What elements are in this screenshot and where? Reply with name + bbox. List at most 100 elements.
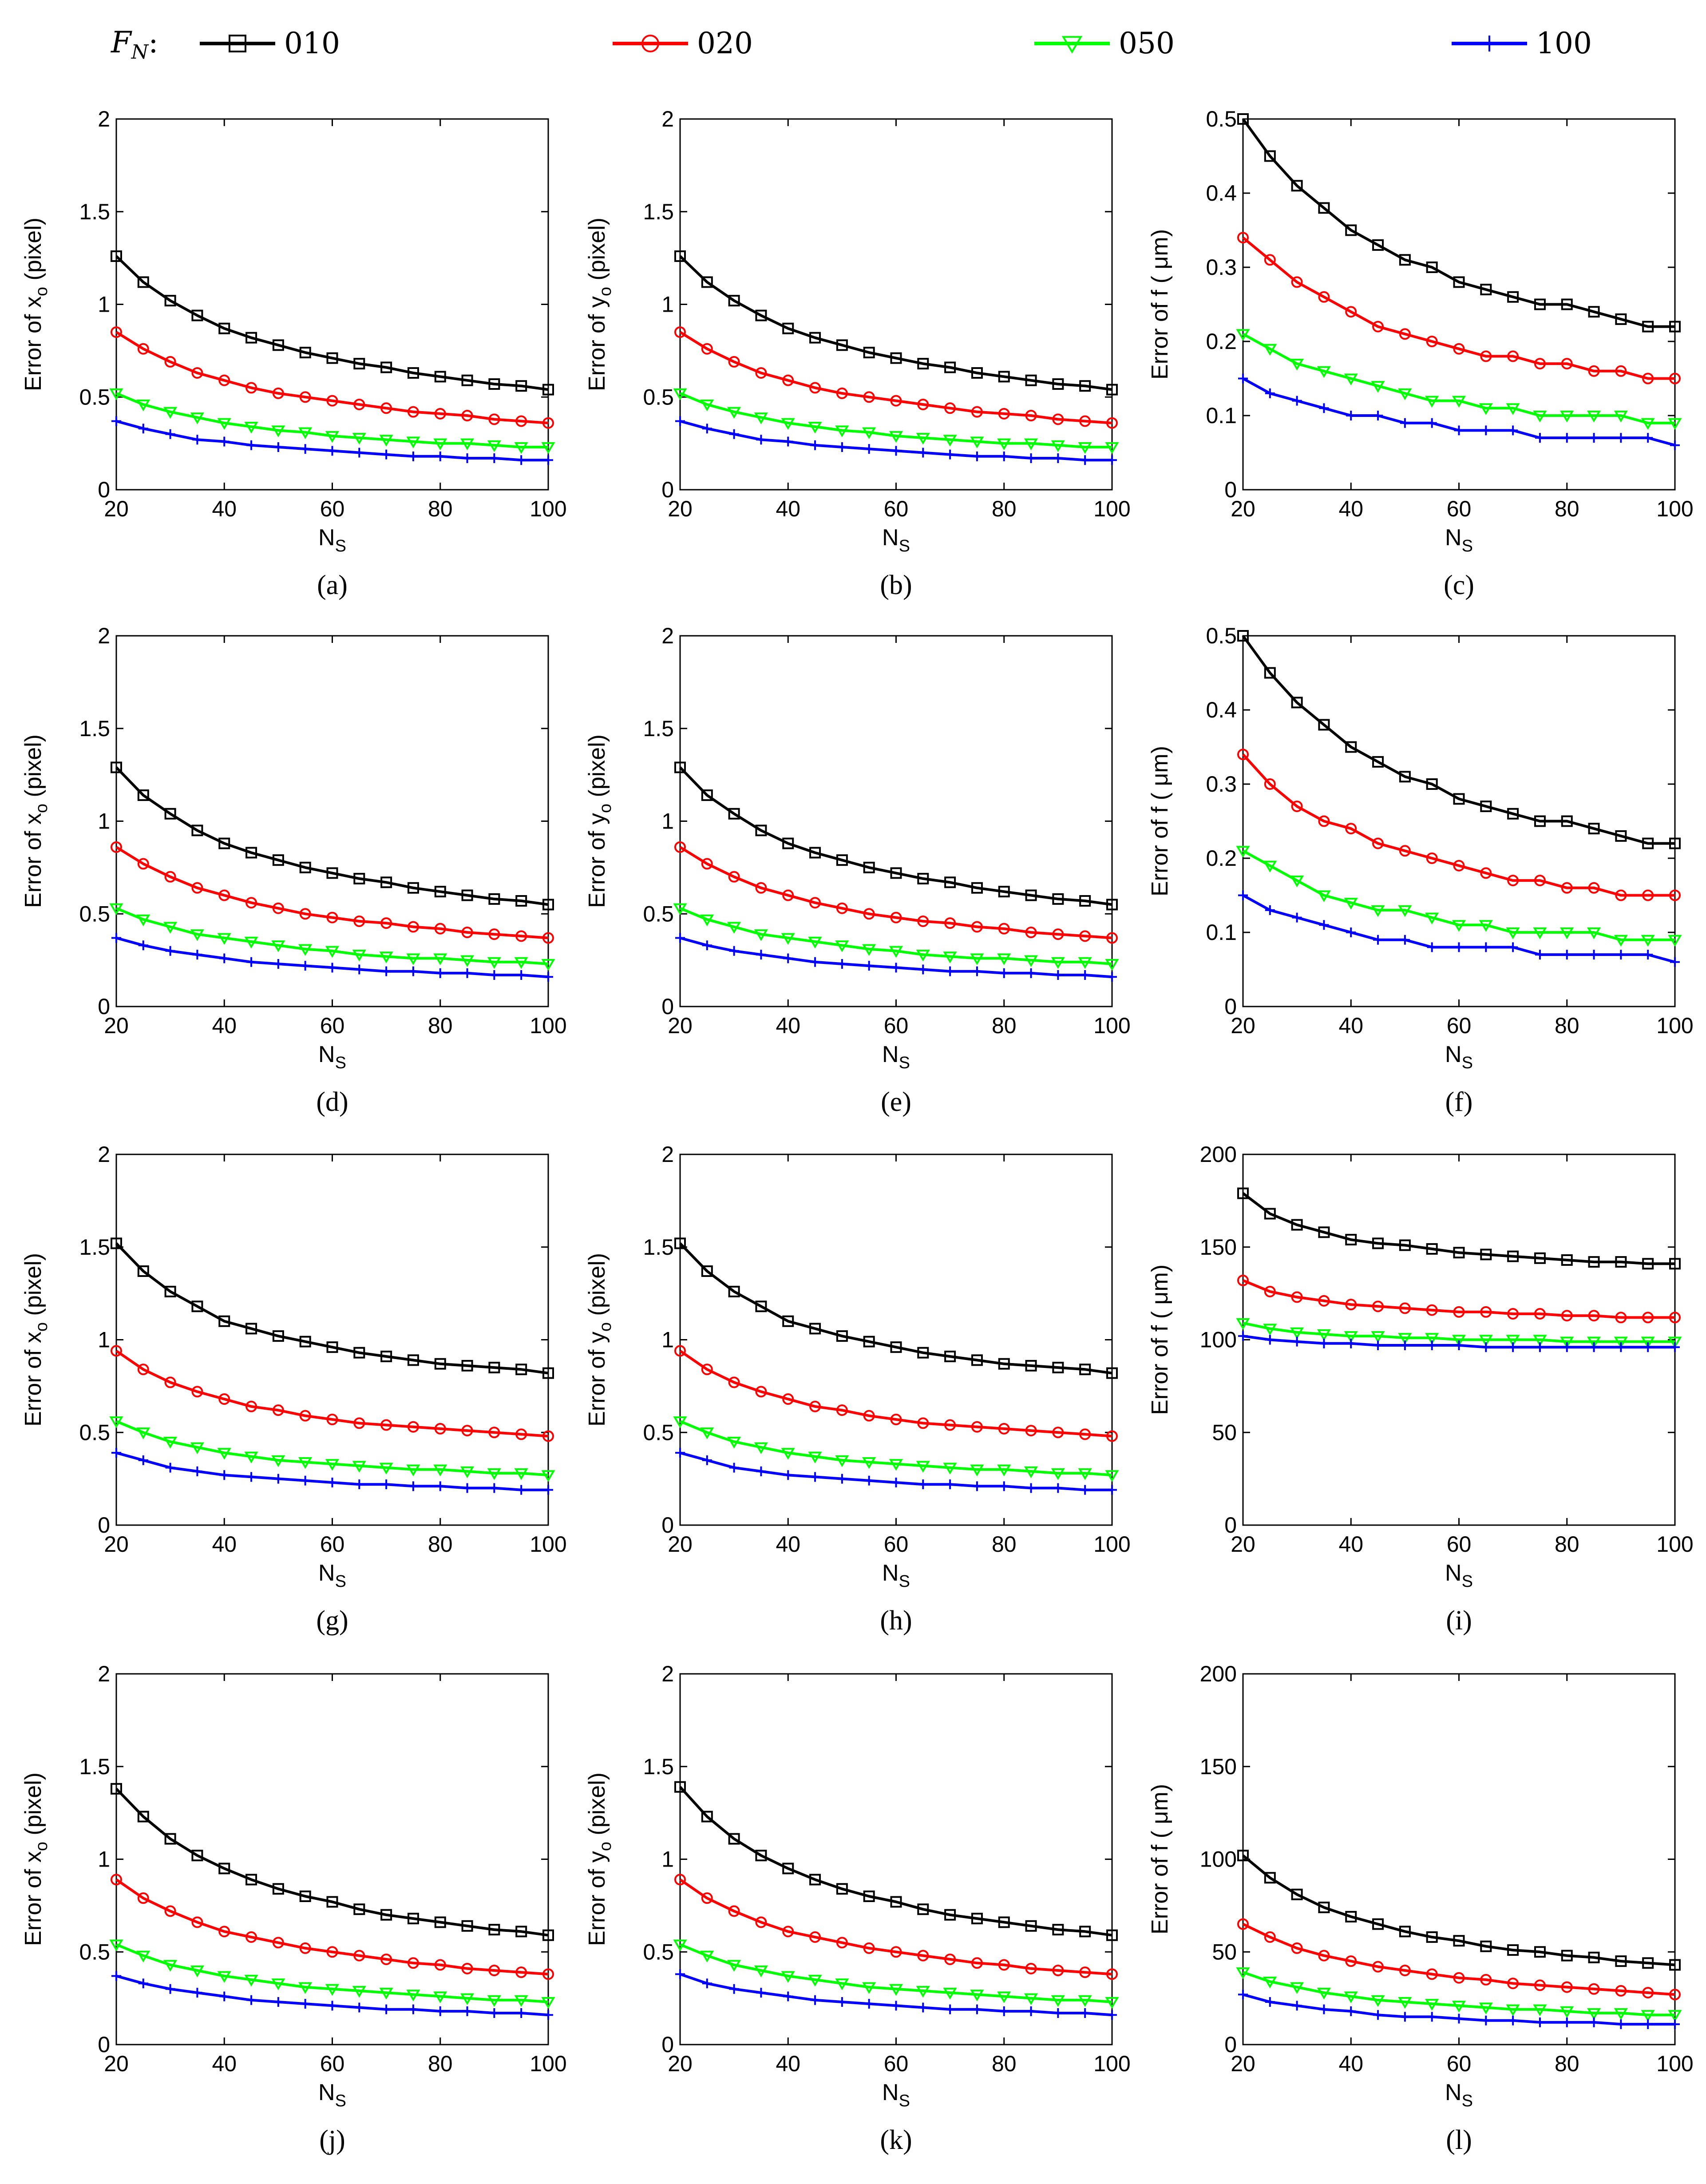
data-point-010 <box>782 837 794 849</box>
data-point-020 <box>728 1905 740 1917</box>
data-point-050 <box>487 957 501 969</box>
data-point-050 <box>1051 957 1065 969</box>
data-point-010 <box>1588 1951 1600 1963</box>
data-point-020 <box>944 402 956 414</box>
data-point-100 <box>1053 1483 1063 1493</box>
data-point-010 <box>836 339 848 351</box>
data-point-100 <box>327 1477 337 1487</box>
data-point-050 <box>835 1455 849 1467</box>
data-point-100 <box>300 1999 310 2009</box>
data-point-050 <box>970 436 984 448</box>
data-point-010 <box>1507 291 1519 303</box>
data-point-100 <box>1107 2010 1117 2020</box>
data-point-020 <box>836 387 848 399</box>
data-point-020 <box>1615 889 1627 901</box>
data-point-020 <box>1052 1965 1064 1976</box>
data-point-010 <box>944 1909 956 1921</box>
data-point-050 <box>889 1459 903 1471</box>
data-point-100 <box>219 1991 230 2002</box>
data-point-010 <box>245 1874 257 1886</box>
data-point-100 <box>435 2006 445 2016</box>
data-point-050 <box>1236 1318 1250 1330</box>
data-point-010 <box>380 1909 392 1921</box>
data-point-100 <box>1319 2004 1329 2014</box>
data-point-100 <box>354 1479 364 1490</box>
data-point-020 <box>542 1968 554 1980</box>
data-point-050 <box>1560 2006 1574 2018</box>
data-point-050 <box>1344 1331 1358 1343</box>
data-point-020 <box>998 923 1010 935</box>
data-point-010 <box>998 1358 1010 1370</box>
series-100 <box>111 933 553 982</box>
x-tick-label: 20 <box>104 1532 129 1557</box>
series-010 <box>111 250 554 396</box>
data-point-020 <box>1426 1304 1438 1316</box>
data-point-050 <box>1425 1333 1439 1345</box>
data-point-020 <box>299 1942 311 1954</box>
data-point-050 <box>109 388 123 400</box>
data-point-020 <box>111 841 122 853</box>
y-tick-label: 0.5 <box>1206 623 1237 648</box>
data-point-100 <box>1026 2006 1036 2016</box>
data-point-010 <box>1237 630 1249 642</box>
data-point-100 <box>810 440 820 450</box>
y-axis-label: Error of xo (pixel) <box>20 218 51 391</box>
series-line-010 <box>115 1788 549 1937</box>
x-tick-label: 40 <box>212 496 237 521</box>
data-point-020 <box>998 1959 1010 1971</box>
data-point-010 <box>111 761 122 773</box>
data-point-050 <box>1533 1335 1547 1347</box>
y-tick-label: 0.2 <box>1206 846 1237 871</box>
data-point-100 <box>1508 2015 1518 2025</box>
x-tick-label: 60 <box>1447 2051 1472 2076</box>
data-point-050 <box>1479 403 1493 415</box>
data-point-100 <box>729 1984 739 1994</box>
data-point-020 <box>515 415 527 427</box>
data-point-050 <box>727 1960 741 1972</box>
data-point-010 <box>1480 284 1492 296</box>
data-point-100 <box>1454 1340 1464 1351</box>
data-point-100 <box>1535 433 1545 443</box>
series-line-010 <box>1242 1192 1675 1265</box>
data-point-100 <box>462 453 472 464</box>
data-point-050 <box>673 1939 687 1951</box>
y-axis-label: Error of xo (pixel) <box>20 1253 51 1427</box>
y-axis-label: Error of f ( μm) <box>1147 1784 1173 1934</box>
data-point-050 <box>1236 329 1250 341</box>
data-point-050 <box>1668 2010 1682 2022</box>
data-point-050 <box>244 421 258 434</box>
series-050 <box>109 1939 555 2009</box>
data-point-050 <box>217 933 231 945</box>
data-point-100 <box>111 1448 121 1458</box>
data-point-020 <box>1642 1987 1654 1999</box>
data-point-100 <box>1292 1336 1302 1347</box>
data-point-050 <box>1506 2004 1520 2017</box>
data-point-050 <box>1533 927 1547 939</box>
data-point-010 <box>944 361 956 373</box>
data-point-010 <box>755 824 767 836</box>
data-point-050 <box>109 1416 123 1428</box>
data-point-050 <box>997 1991 1011 2003</box>
data-point-020 <box>218 1926 230 1938</box>
data-point-010 <box>1079 1364 1091 1375</box>
data-point-020 <box>674 326 686 338</box>
data-point-020 <box>1372 1300 1384 1312</box>
data-point-100 <box>1080 455 1090 465</box>
data-point-100 <box>1481 1342 1491 1352</box>
data-point-010 <box>998 371 1010 383</box>
data-point-010 <box>218 837 230 849</box>
data-point-100 <box>729 946 739 956</box>
data-point-050 <box>1371 905 1385 917</box>
y-tick-label: 150 <box>1200 1754 1237 1779</box>
x-tick-label: 100 <box>530 1532 566 1557</box>
data-point-020 <box>836 1404 848 1416</box>
data-point-020 <box>1318 291 1330 303</box>
series-line-010 <box>115 1242 549 1375</box>
data-point-010 <box>515 895 527 907</box>
y-tick-label: 0.3 <box>1206 255 1237 280</box>
chart-panel-e: 0 0.5 1 1.5 2 20 40 60 80 100 NS Error of yo (pixel… <box>584 623 1131 1117</box>
data-point-010 <box>728 295 740 307</box>
data-point-010 <box>407 882 419 894</box>
data-point-020 <box>164 1376 176 1388</box>
x-tick-label: 40 <box>212 2051 237 2076</box>
